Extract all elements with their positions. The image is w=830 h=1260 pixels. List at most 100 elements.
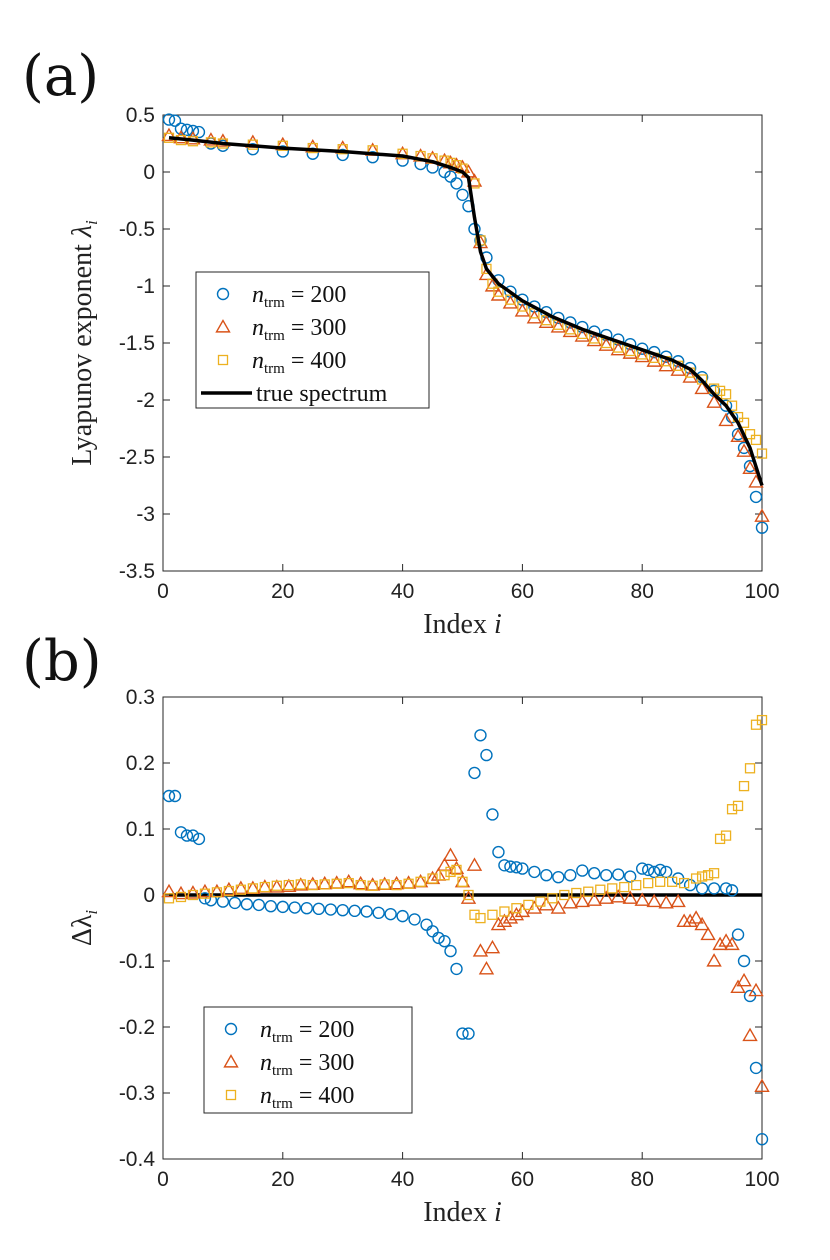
data-point-triangle (694, 380, 710, 395)
data-point-circle (336, 903, 349, 917)
data-point-circle (168, 789, 182, 803)
data-point-triangle (598, 890, 614, 904)
data-point-circle (228, 896, 242, 910)
data-point-triangle (221, 881, 237, 896)
data-point-circle (264, 900, 278, 913)
data-point-square (744, 763, 756, 774)
legend: ntrm = 200 ntrm = 300 ntrm = 400 true spect… (195, 271, 430, 409)
data-point-triangle (305, 139, 321, 153)
data-point-square (247, 883, 259, 894)
data-point-square (726, 804, 738, 815)
data-point-square (655, 876, 666, 887)
series-n-trm-200 (162, 729, 769, 1146)
data-point-square (331, 878, 342, 889)
data-point-square (415, 876, 426, 887)
data-point-square (505, 294, 516, 305)
data-point-triangle (550, 319, 567, 333)
data-point-circle (468, 766, 481, 780)
data-point-circle (516, 862, 529, 875)
data-point-circle (450, 177, 463, 190)
data-point-square (259, 881, 270, 893)
data-point-triangle (281, 878, 297, 892)
data-point-circle (564, 869, 577, 882)
data-point-circle (438, 935, 451, 948)
data-point-circle (719, 399, 733, 412)
data-point-triangle (754, 508, 770, 522)
y-tick-label: -1 (136, 275, 155, 298)
data-point-triangle (688, 910, 704, 924)
data-point-square (714, 385, 726, 397)
data-point-triangle (472, 943, 489, 957)
data-point-triangle (460, 890, 477, 904)
data-point-square (696, 374, 708, 385)
data-point-circle (683, 878, 697, 892)
data-point-circle (588, 867, 601, 880)
x-tick-label: 80 (631, 580, 654, 603)
data-point-triangle (622, 345, 638, 359)
data-point-square (732, 800, 744, 812)
legend-label: true spectrum (256, 381, 388, 407)
data-point-triangle (538, 896, 555, 911)
data-point-square (163, 893, 175, 904)
data-point-triangle (562, 323, 579, 338)
data-point-circle (384, 907, 397, 921)
x-tick-label: 80 (631, 1168, 654, 1191)
data-point-square (511, 903, 522, 914)
data-point-square (187, 889, 199, 901)
data-point-circle (492, 845, 505, 859)
panel-b-label: (b) (22, 629, 102, 694)
data-point-square (307, 879, 318, 891)
data-point-triangle (496, 913, 513, 927)
data-point-triangle (502, 910, 519, 924)
data-point-circle (180, 829, 194, 842)
data-point-square (469, 909, 480, 920)
data-point-square (541, 315, 552, 326)
data-point-triangle (670, 362, 686, 376)
y-axis-label: Lyapunov exponent λi (67, 220, 101, 466)
data-point-circle (576, 864, 589, 877)
data-point-circle (360, 905, 373, 918)
data-point-triangle (514, 903, 531, 918)
data-point-triangle (161, 127, 177, 142)
data-point-square (475, 912, 486, 924)
data-point-square (235, 884, 247, 895)
data-point-circle (731, 928, 745, 941)
data-point-square (367, 880, 378, 891)
data-point-square (283, 879, 294, 891)
data-point-circle (324, 903, 337, 916)
data-point-square (355, 879, 366, 891)
data-point-square (319, 879, 330, 890)
data-point-square (702, 870, 714, 881)
data-point-square (547, 893, 558, 904)
y-tick-label: -0.4 (119, 1148, 156, 1171)
data-point-circle (168, 114, 182, 127)
data-point-square (439, 870, 450, 881)
x-tick-label: 40 (391, 1168, 414, 1191)
data-point-triangle (197, 883, 213, 898)
y-tick-label: 0.5 (126, 104, 155, 127)
data-point-circle (456, 188, 469, 202)
data-point-circle (659, 865, 673, 879)
x-tick-label: 60 (511, 1168, 534, 1191)
data-point-square (571, 887, 582, 899)
data-point-circle (528, 865, 541, 879)
data-point-circle (749, 1061, 763, 1075)
data-point-triangle (550, 900, 567, 914)
data-point-circle (695, 882, 709, 895)
data-point-triangle (718, 412, 734, 427)
data-point-triangle (490, 287, 507, 301)
data-point-triangle (736, 443, 752, 457)
data-point-circle (641, 863, 655, 877)
data-point-circle (510, 861, 523, 874)
legend-marker-square (225, 1089, 237, 1101)
data-point-circle (240, 898, 254, 911)
chart-panel-a: 0 20 40 60 80 100 0.5 0 -0.5 -1 -1.5 -2 -2.5 -3 -3.5 In… (67, 104, 780, 640)
data-point-circle (252, 898, 266, 912)
data-point-square (427, 873, 438, 884)
x-tick-label: 100 (744, 580, 779, 603)
data-point-circle (480, 748, 493, 762)
legend-marker-triangle (215, 319, 231, 333)
data-point-triangle (598, 337, 614, 351)
y-tick-label: -1.5 (119, 332, 155, 355)
